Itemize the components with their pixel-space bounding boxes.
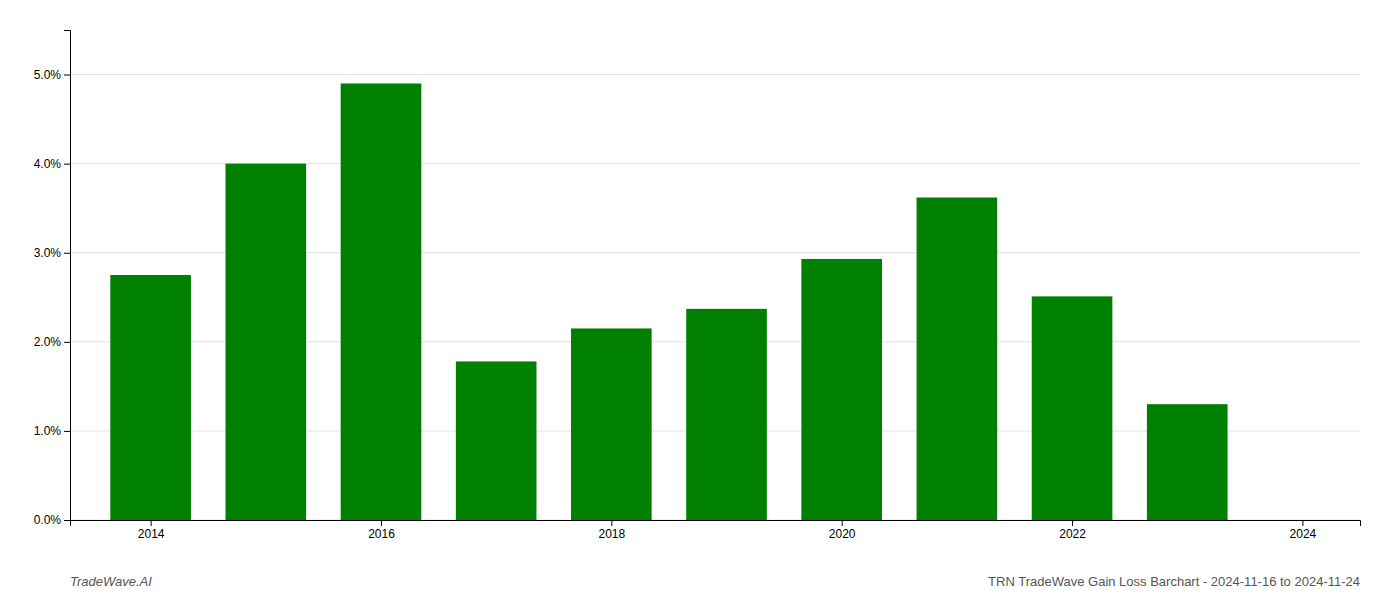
bar <box>917 197 998 520</box>
y-tick: 0.0% <box>34 513 70 527</box>
bar <box>801 259 882 520</box>
grid <box>70 75 1360 520</box>
chart-svg: 2014 2016 2018 2020 2022 2024 0.0% 1.0% 2.0% 3.0%… <box>0 0 1400 600</box>
y-tick-label: 1.0% <box>34 424 62 438</box>
bar <box>110 275 191 520</box>
bar <box>686 309 767 520</box>
footer-left: TradeWave.AI <box>70 574 152 589</box>
x-tick: 2018 <box>598 520 625 541</box>
y-tick-mark <box>64 164 70 165</box>
grid-line <box>70 74 1360 75</box>
bars <box>110 83 1227 520</box>
x-tick: 2022 <box>1059 520 1086 541</box>
bar <box>1147 404 1228 520</box>
x-tick: 2024 <box>1290 520 1317 541</box>
x-tick: 2014 <box>138 520 165 541</box>
y-tick-mark <box>64 342 70 343</box>
footer-right: TRN TradeWave Gain Loss Barchart - 2024-… <box>988 574 1360 589</box>
y-tick-label: 5.0% <box>34 68 62 82</box>
y-tick: 2.0% <box>34 335 70 349</box>
x-tick: 2020 <box>829 520 856 541</box>
x-tick-label: 2020 <box>829 527 856 541</box>
y-axis-line <box>64 31 71 521</box>
y-tick-mark <box>64 75 70 76</box>
x-tick: 2016 <box>368 520 395 541</box>
y-tick-mark <box>64 253 70 254</box>
x-tick-label: 2018 <box>598 527 625 541</box>
x-tick-mark <box>381 520 382 526</box>
x-tick-mark <box>151 520 152 526</box>
x-axis-line <box>71 521 1361 527</box>
x-tick-mark <box>611 520 612 526</box>
y-tick-label: 0.0% <box>34 513 62 527</box>
bar <box>571 328 652 520</box>
y-tick: 5.0% <box>34 68 70 82</box>
y-tick-label: 2.0% <box>34 335 62 349</box>
x-tick-label: 2016 <box>368 527 395 541</box>
bar <box>456 361 537 520</box>
y-tick: 4.0% <box>34 157 70 171</box>
x-tick-mark <box>842 520 843 526</box>
x-tick-label: 2024 <box>1290 527 1317 541</box>
x-tick-label: 2014 <box>138 527 165 541</box>
y-tick: 3.0% <box>34 246 70 260</box>
y-tick-label: 3.0% <box>34 246 62 260</box>
bar <box>1032 296 1113 520</box>
y-axis: 0.0% 1.0% 2.0% 3.0% 4.0% 5.0% <box>34 31 71 528</box>
x-tick-label: 2022 <box>1059 527 1086 541</box>
x-tick-mark <box>1072 520 1073 526</box>
bar <box>341 83 422 520</box>
y-tick: 1.0% <box>34 424 70 438</box>
y-tick-mark <box>64 520 70 521</box>
x-tick-mark <box>1302 520 1303 526</box>
y-tick-label: 4.0% <box>34 157 62 171</box>
bar <box>225 164 306 520</box>
x-axis: 2014 2016 2018 2020 2022 2024 <box>71 520 1361 541</box>
y-tick-mark <box>64 431 70 432</box>
